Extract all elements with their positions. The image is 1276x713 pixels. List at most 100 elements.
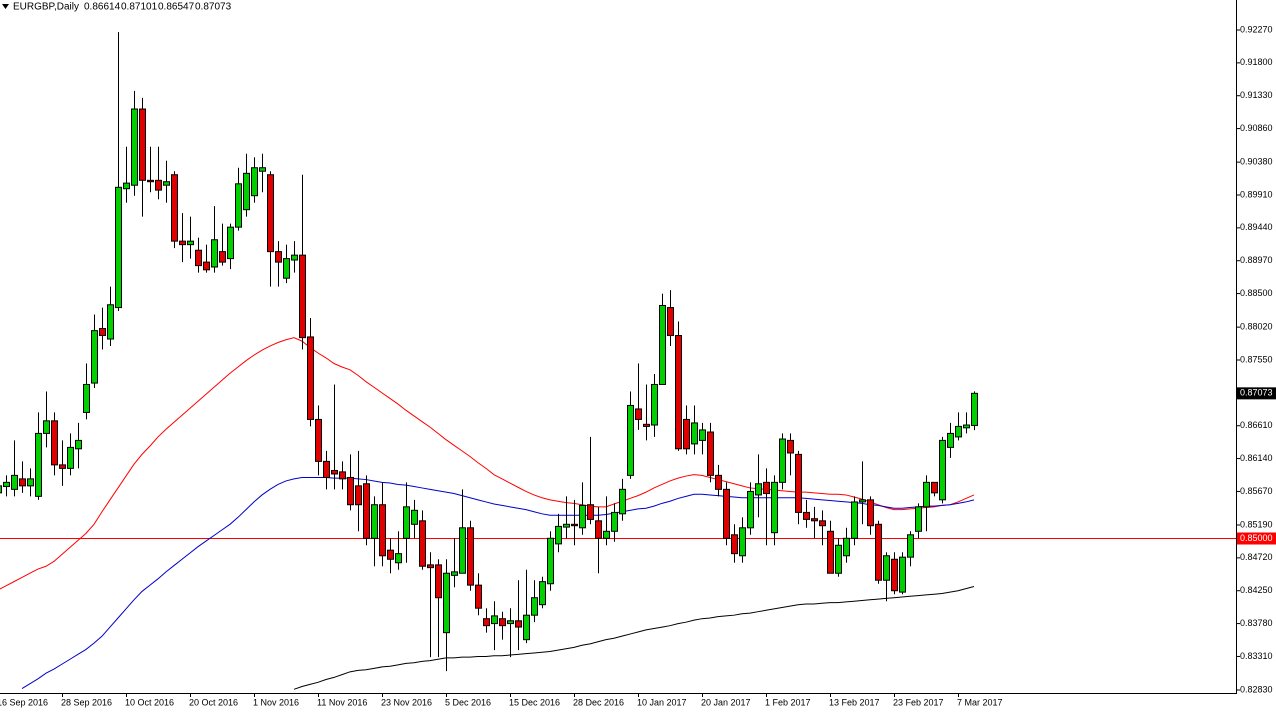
- y-tick-label: 0.84250: [1240, 585, 1273, 595]
- candle-body: [139, 108, 146, 181]
- candle-body: [579, 504, 586, 529]
- candle-body: [515, 620, 522, 628]
- candle-body: [179, 240, 186, 246]
- last-price-label: 0.87073: [1240, 388, 1273, 398]
- candle-body: [859, 499, 866, 503]
- candle-body: [715, 474, 722, 490]
- candle-body: [107, 304, 114, 340]
- candle-body: [483, 618, 490, 627]
- candle-body: [667, 307, 674, 337]
- candle-body: [651, 383, 658, 426]
- open-value: 0.86614: [84, 2, 121, 13]
- candle-body: [67, 446, 74, 469]
- level-label: 0.85000: [1240, 533, 1273, 543]
- candle-body: [459, 527, 466, 574]
- x-tick-label: 11 Nov 2016: [317, 697, 367, 707]
- candle-body: [803, 511, 810, 520]
- candle-body: [835, 544, 842, 574]
- candle-body: [491, 615, 498, 625]
- y-tick-label: 0.90860: [1240, 123, 1273, 133]
- moving-average-line: [0, 337, 975, 590]
- candle-body: [475, 584, 482, 609]
- candle-body: [531, 597, 538, 616]
- candle-body: [283, 258, 290, 279]
- candle-body: [395, 553, 402, 564]
- candle-body: [699, 429, 706, 441]
- candle-body: [467, 527, 474, 586]
- candle-body: [371, 504, 378, 539]
- chart-title: EURGBP,Daily: [13, 2, 79, 13]
- candle-body: [355, 485, 362, 506]
- candle-body: [299, 254, 306, 339]
- moving-average-line: [293, 586, 975, 690]
- candle-body: [163, 181, 170, 186]
- candle-body: [931, 481, 938, 494]
- candle-body: [323, 460, 330, 478]
- candle-body: [939, 439, 946, 501]
- candle-body: [147, 179, 154, 183]
- candle-body: [499, 618, 506, 627]
- y-tick-label: 0.88970: [1240, 255, 1273, 265]
- high-value: 0.87101: [121, 2, 158, 13]
- candle-body: [691, 422, 698, 445]
- candle-body: [875, 523, 882, 581]
- candle-body: [315, 418, 322, 462]
- y-tick-label: 0.84720: [1240, 552, 1273, 562]
- candle-body: [915, 506, 922, 532]
- candle-body: [339, 471, 346, 480]
- candle-body: [899, 556, 906, 593]
- candle-body: [827, 530, 834, 574]
- y-tick-label: 0.83780: [1240, 618, 1273, 628]
- candle-body: [547, 537, 554, 585]
- candle-body: [411, 509, 418, 525]
- moving-average-line: [21, 476, 975, 690]
- candle-body: [851, 501, 858, 539]
- candle-body: [235, 183, 242, 228]
- candle-body: [723, 488, 730, 539]
- y-tick-label: 0.85190: [1240, 519, 1273, 529]
- candle-body: [763, 481, 770, 495]
- candle-body: [867, 499, 874, 527]
- candle-body: [507, 620, 514, 625]
- candle-body: [267, 174, 274, 253]
- x-tick-label: 10 Jan 2017: [637, 697, 687, 707]
- candle-body: [403, 506, 410, 539]
- candle-body: [707, 431, 714, 476]
- candle-body: [115, 186, 122, 309]
- candle-body: [99, 328, 106, 337]
- candle-body: [259, 167, 266, 172]
- candle-body: [819, 520, 826, 527]
- x-tick-label: 28 Dec 2016: [573, 697, 624, 707]
- candle-body: [11, 474, 18, 490]
- candle-body: [131, 108, 138, 186]
- candle-body: [747, 490, 754, 529]
- candle-body: [59, 464, 66, 469]
- candle-body: [563, 523, 570, 528]
- x-tick-label: 5 Dec 2016: [445, 697, 491, 707]
- candle-body: [307, 336, 314, 420]
- candle-body: [795, 453, 802, 513]
- candle-body: [443, 572, 450, 634]
- x-tick-label: 1 Feb 2017: [765, 697, 811, 707]
- plot-area: [0, 32, 1236, 690]
- candle-body: [603, 530, 610, 539]
- candle-body: [955, 425, 962, 438]
- candle-body: [203, 261, 210, 271]
- candle-body: [643, 423, 650, 427]
- candle-body: [675, 335, 682, 450]
- x-tick-label: 13 Feb 2017: [829, 697, 880, 707]
- candle-body: [219, 251, 226, 263]
- candle-body: [75, 439, 82, 450]
- y-tick-label: 0.88500: [1240, 288, 1273, 298]
- candle-body: [683, 418, 690, 450]
- y-tick-label: 0.89440: [1240, 222, 1273, 232]
- candle-body: [963, 424, 970, 429]
- candle-body: [947, 432, 954, 448]
- candle-body: [883, 555, 890, 581]
- x-tick-label: 23 Nov 2016: [381, 697, 432, 707]
- candle-body: [91, 330, 98, 384]
- candle-body: [19, 478, 26, 487]
- x-tick-label: 20 Jan 2017: [701, 697, 751, 707]
